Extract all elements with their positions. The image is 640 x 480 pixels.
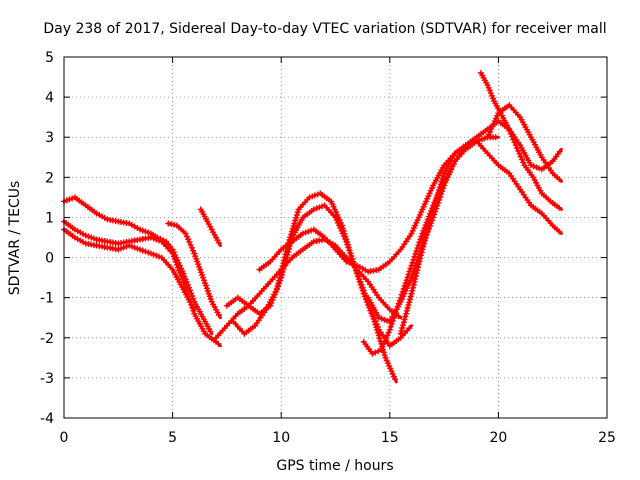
x-axis-label: GPS time / hours xyxy=(276,458,393,474)
y-tick-label: 2 xyxy=(45,170,54,186)
series-plus-marks xyxy=(197,206,222,246)
series-track-12 xyxy=(397,138,563,337)
chart-title: Day 238 of 2017, Sidereal Day-to-day VTE… xyxy=(43,21,606,37)
plot-frame xyxy=(63,56,608,419)
y-tick-label: 1 xyxy=(45,210,54,226)
y-tick-label: 5 xyxy=(45,50,54,66)
series-plus-marks xyxy=(484,102,563,183)
series-track-1 xyxy=(61,194,214,336)
series-plus-marks xyxy=(230,190,399,383)
y-tick-label: -3 xyxy=(40,371,54,387)
series-track-5 xyxy=(197,206,222,247)
x-tick-label: 10 xyxy=(272,430,290,446)
series-trace xyxy=(258,139,479,274)
series-plus-marks xyxy=(61,194,214,335)
series-plus-marks xyxy=(61,218,222,347)
series-plus-marks xyxy=(360,134,499,357)
x-tick-label: 25 xyxy=(598,430,616,446)
y-tick-label: -4 xyxy=(40,411,54,427)
series-plus-marks xyxy=(165,220,222,318)
series-track-2 xyxy=(61,218,222,348)
tick-layer: 0 5 10 15 20 25 -4 -3 -2 -1 0 1 2 3 4 5 xyxy=(40,50,616,446)
series-trace xyxy=(62,195,214,336)
series-track-14 xyxy=(484,102,563,183)
series-plus-marks xyxy=(213,236,402,341)
x-tick-label: 5 xyxy=(168,430,177,446)
y-tick-label: 4 xyxy=(45,90,54,106)
series-plus-marks xyxy=(478,70,563,211)
y-tick-label: 3 xyxy=(45,130,54,146)
x-tick-label: 20 xyxy=(489,430,507,446)
x-tick-label: 0 xyxy=(60,430,69,446)
y-axis-label: SDTVAR / TECUs xyxy=(7,181,23,296)
y-tick-label: -1 xyxy=(40,291,54,307)
y-tick-label: 0 xyxy=(45,251,54,267)
series-plus-marks xyxy=(397,138,563,337)
x-tick-label: 15 xyxy=(381,430,399,446)
series-track-4 xyxy=(165,220,222,320)
series-track-10 xyxy=(360,134,500,357)
series-track-8 xyxy=(230,190,399,384)
y-tick-label: -2 xyxy=(40,331,54,347)
series-track-13 xyxy=(478,70,563,211)
data-layer xyxy=(61,70,563,384)
